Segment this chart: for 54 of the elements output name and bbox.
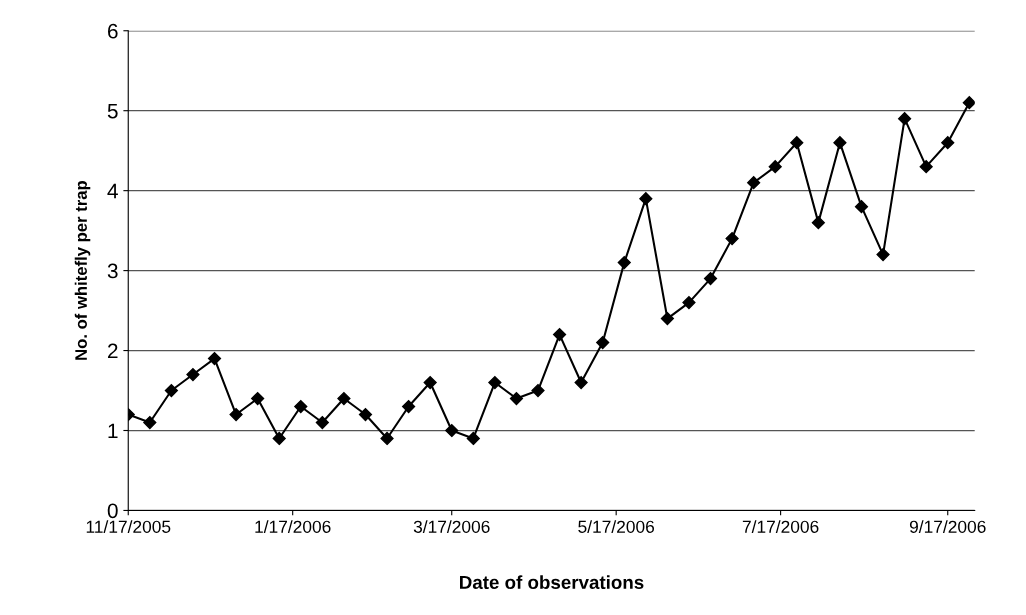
x-tick-label: 3/17/2006 [413,520,490,533]
point [574,375,588,390]
x-axis-title: Date of observations [460,575,644,590]
point [186,367,200,382]
y-axis-title: No. of whitefly per trap [74,180,91,360]
point [962,96,975,110]
y-tick-label: 1 [108,423,118,439]
point [747,176,761,190]
point [919,160,933,174]
point [617,256,631,270]
point [402,399,416,414]
x-tick-label: 11/17/2005 [86,520,171,533]
point [143,415,157,430]
point [790,136,804,150]
point [380,431,394,446]
point [423,375,437,390]
point [854,200,869,214]
point [833,136,847,150]
point [941,136,955,150]
point [229,407,243,422]
y-tick-label: 5 [107,103,118,119]
point [725,232,739,246]
point [639,192,653,206]
point [509,391,524,406]
point [682,295,696,310]
point [768,160,782,174]
y-tick-label: 2 [107,343,118,359]
point [466,431,480,446]
y-tick-label: 4 [107,183,118,199]
point [207,351,222,366]
point [703,272,718,286]
point [337,391,351,406]
y-tick-label: 0 [107,503,118,519]
x-tick-label: 9/17/2006 [909,520,986,533]
point [358,407,373,422]
point [876,248,890,262]
point [596,335,610,350]
y-tick-label: 6 [108,23,118,39]
point [531,383,545,398]
point [315,415,329,430]
point [272,431,286,446]
point [488,375,502,390]
point [294,399,308,414]
point [552,327,567,342]
x-tick-label: 1/17/2006 [255,520,331,533]
point [898,112,912,126]
x-tick-label: 7/17/2006 [742,520,819,533]
point [811,216,825,230]
y-tick-label: 3 [107,263,118,279]
point [164,383,178,398]
point [660,311,674,326]
x-tick-label: 5/17/2006 [578,520,655,533]
point [445,423,459,438]
point [251,391,265,406]
